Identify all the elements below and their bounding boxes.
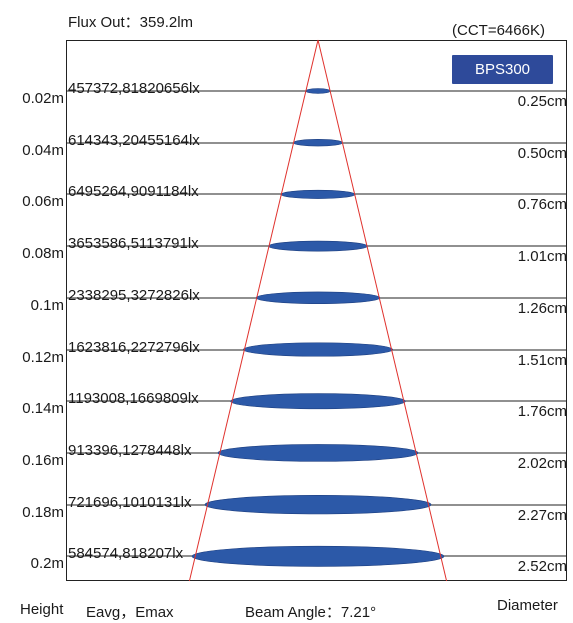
beam-ellipse [293, 139, 343, 147]
beam-ellipse [217, 444, 419, 462]
height-value: 0.18m [22, 504, 64, 521]
height-value: 0.08m [22, 245, 64, 262]
beam-ellipse [255, 291, 381, 304]
illuminance-value: 2338295,3272826lx [68, 287, 200, 304]
beam-ellipse [243, 342, 393, 357]
height-value: 0.02m [22, 90, 64, 107]
beam-ellipse [191, 545, 445, 567]
beam-edge-left [188, 39, 319, 582]
diameter-value: 1.26cm [517, 300, 567, 317]
illuminance-value: 457372,81820656lx [68, 80, 200, 97]
cct-label: (CCT=6466K) [452, 22, 545, 39]
height-value: 0.14m [22, 400, 64, 417]
beam-ellipse [230, 393, 406, 410]
illuminance-value: 913396,1278448lx [68, 442, 192, 459]
diameter-value: 0.76cm [517, 196, 567, 213]
diagram-frame [66, 40, 567, 581]
model-badge: BPS300 [452, 55, 553, 84]
height-axis-label: Height [20, 601, 64, 618]
diameter-value: 2.52cm [517, 558, 567, 575]
height-value: 0.1m [30, 297, 64, 314]
height-value: 0.06m [22, 193, 64, 210]
beam-edge-right [317, 39, 448, 582]
flux-out-label: Flux Out：359.2lm [68, 14, 194, 31]
beam-ellipse [305, 88, 331, 94]
diameter-value: 2.27cm [517, 507, 567, 524]
diameter-value: 0.50cm [517, 145, 567, 162]
eavg-emax-axis-label: Eavg，Emax [86, 604, 174, 621]
illuminance-value: 3653586,5113791lx [68, 235, 199, 252]
illuminance-value: 614343,20455164lx [68, 132, 200, 149]
height-value: 0.16m [22, 452, 64, 469]
diameter-value: 1.76cm [517, 403, 567, 420]
beam-ellipse [280, 189, 356, 199]
illuminance-value: 584574,818207lx [68, 545, 184, 562]
diameter-axis-label: Diameter [497, 597, 558, 614]
height-value: 0.12m [22, 349, 64, 366]
illuminance-value: 6495264,9091184lx [68, 183, 199, 200]
diameter-value: 2.02cm [517, 455, 567, 472]
beam-angle-label: Beam Angle：7.21° [245, 604, 377, 621]
diameter-value: 1.01cm [517, 248, 567, 265]
illuminance-value: 1623816,2272796lx [68, 339, 200, 356]
illuminance-value: 721696,1010131lx [68, 494, 192, 511]
illuminance-value: 1193008,1669809lx [68, 390, 199, 407]
beam-ellipse [204, 495, 432, 515]
height-value: 0.2m [30, 555, 64, 572]
height-value: 0.04m [22, 142, 64, 159]
diameter-value: 0.25cm [517, 93, 567, 110]
beam-ellipse [268, 240, 368, 252]
diameter-value: 1.51cm [517, 352, 567, 369]
